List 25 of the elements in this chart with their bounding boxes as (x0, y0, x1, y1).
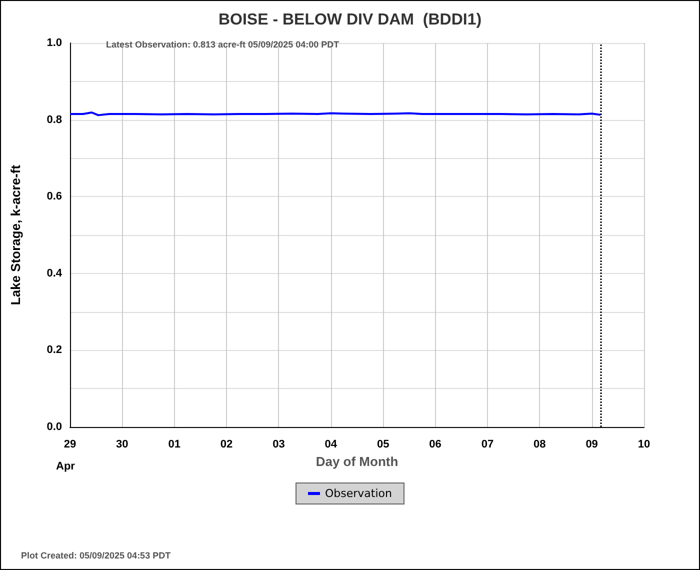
x-tick-label: 05 (376, 438, 390, 450)
x-tick-label: 07 (481, 438, 494, 450)
y-tick-label: 1.0 (46, 37, 62, 49)
y-axis-title: Lake Storage, k-acre-ft (8, 164, 23, 306)
x-axis-title: Day of Month (316, 454, 398, 469)
y-tick-label: 0.8 (46, 114, 62, 126)
x-tick-label: 03 (272, 438, 285, 450)
x-tick-label: 29 (64, 438, 76, 450)
x-tick-label: 10 (638, 438, 650, 450)
text: Plot Created: 05/09/2025 04:53 PDT (21, 550, 172, 560)
x-tick-label: 02 (220, 438, 233, 450)
legend-label: Observation (325, 487, 392, 500)
x-tick-label: 30 (116, 438, 128, 450)
y-tick-label: 0.2 (46, 344, 62, 356)
y-tick-label: 0.0 (46, 421, 62, 433)
chart-subtitle: Latest Observation: 0.813 acre-ft 05/09/2025 04:00 PDT (106, 40, 340, 50)
text: Apr (56, 460, 76, 472)
x-tick-label: 09 (586, 438, 598, 450)
x-tick-label: 08 (534, 438, 546, 450)
chart-title: BOISE - BELOW DIV DAM (BDDI1) (218, 12, 482, 28)
x-tick-label: 06 (429, 438, 442, 450)
x-tick-label: 01 (168, 438, 180, 450)
y-tick-label: 0.6 (46, 190, 62, 203)
x-tick-label: 04 (324, 438, 338, 450)
y-tick-label: 0.4 (46, 267, 63, 280)
